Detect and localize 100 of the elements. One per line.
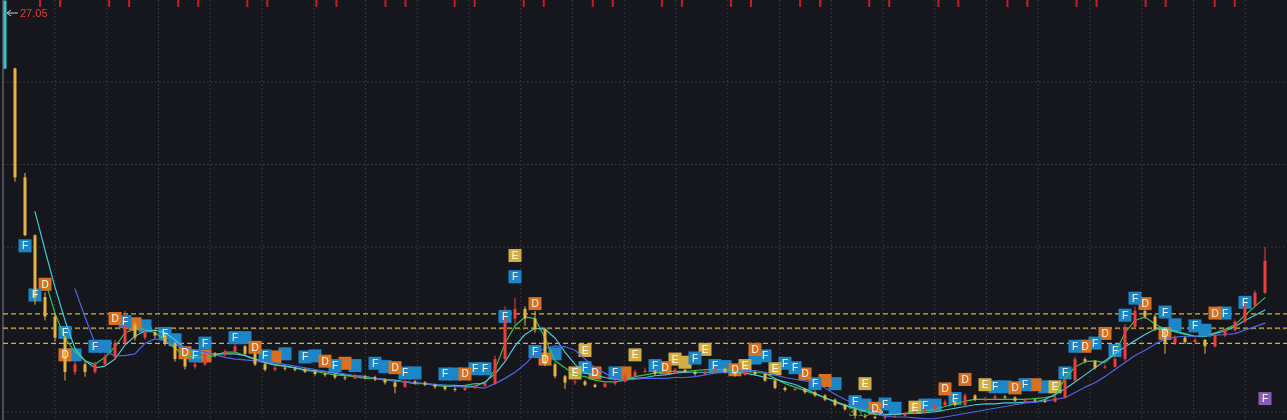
candlestick xyxy=(1143,308,1147,320)
data-label: D xyxy=(801,368,809,380)
data-label: F xyxy=(191,350,199,362)
candlestick xyxy=(673,367,677,375)
candlestick xyxy=(383,377,387,386)
candlestick xyxy=(593,383,597,389)
data-label: F xyxy=(1191,320,1199,332)
data-label: F xyxy=(531,346,539,358)
candlestick xyxy=(483,380,487,388)
data-label: F xyxy=(121,316,129,328)
data-label: F xyxy=(401,367,409,379)
data-label: E xyxy=(911,401,919,413)
candlestick xyxy=(1043,398,1047,404)
data-label: E xyxy=(701,343,709,355)
candlestick xyxy=(303,367,307,374)
data-label: D xyxy=(541,353,549,365)
candlestick xyxy=(463,385,467,392)
candlestick xyxy=(273,364,277,372)
data-label: F xyxy=(1061,367,1069,379)
data-label: E xyxy=(1051,381,1059,393)
candlestick xyxy=(373,375,377,382)
candlestick xyxy=(193,361,197,370)
candlestick xyxy=(363,374,367,380)
data-label: F xyxy=(91,340,99,352)
candlestick xyxy=(983,396,987,402)
candlestick xyxy=(1203,338,1207,355)
candlestick xyxy=(1103,363,1107,370)
data-label: F xyxy=(201,337,209,349)
data-label: D xyxy=(391,362,399,374)
data-label: F xyxy=(1221,307,1229,319)
data-label: E xyxy=(741,360,749,372)
candlestick xyxy=(393,380,397,394)
candlestick xyxy=(143,328,147,341)
candlestick xyxy=(803,387,807,395)
candlestick xyxy=(583,379,587,387)
data-label: F xyxy=(1131,292,1139,304)
data-label: F xyxy=(501,310,509,322)
candlestick xyxy=(693,369,697,377)
data-label: E xyxy=(511,249,519,261)
data-label: D xyxy=(1101,327,1109,339)
data-label: F xyxy=(61,326,69,338)
candlestick xyxy=(343,375,347,381)
data-label: F xyxy=(1261,393,1269,405)
candlestick xyxy=(413,379,417,386)
candlestick xyxy=(1083,356,1087,364)
candlestick xyxy=(313,369,317,377)
candlestick xyxy=(793,386,797,392)
candlestick xyxy=(173,341,177,363)
candlestick xyxy=(133,321,137,342)
candlestick xyxy=(113,339,117,360)
data-label: F xyxy=(1161,306,1169,318)
data-label: F xyxy=(951,393,959,405)
data-label: D xyxy=(661,362,669,374)
candlestick xyxy=(683,368,687,374)
candlestick xyxy=(1023,397,1027,403)
data-label: D xyxy=(1161,327,1169,339)
candlestick xyxy=(813,390,817,398)
candlestick xyxy=(523,305,527,327)
candlestick xyxy=(1073,355,1077,383)
data-label: D xyxy=(251,341,259,353)
candlestick xyxy=(213,351,217,358)
data-label: F xyxy=(921,399,929,411)
data-label: D xyxy=(181,347,189,359)
candlestick xyxy=(123,310,127,346)
candlestick xyxy=(433,383,437,390)
data-label: F xyxy=(511,271,519,283)
candlestick xyxy=(443,384,447,392)
candlestick xyxy=(83,361,87,378)
data-label: D xyxy=(751,343,759,355)
annotation: 27.05 xyxy=(20,6,48,19)
data-label: F xyxy=(711,360,719,372)
data-label: F xyxy=(21,240,29,252)
candlestick xyxy=(703,369,707,376)
candlestick xyxy=(323,371,327,378)
data-label: D xyxy=(941,383,949,395)
candlestick xyxy=(633,369,637,379)
candlestick xyxy=(893,413,897,419)
data-label: F xyxy=(261,350,269,362)
data-label: F xyxy=(31,289,39,301)
data-label: F xyxy=(441,368,449,380)
candlestick xyxy=(883,414,887,420)
candlestick xyxy=(753,369,757,377)
candlestick xyxy=(1193,337,1197,344)
candlestick xyxy=(663,369,667,376)
candlestick xyxy=(563,374,567,390)
candlestick xyxy=(283,365,287,371)
data-label: F xyxy=(991,381,999,393)
data-label: F xyxy=(581,362,589,374)
data-label: F xyxy=(611,367,619,379)
candlestick xyxy=(43,291,47,321)
candlestick xyxy=(1133,305,1137,329)
data-label: D xyxy=(531,298,539,310)
candlestick xyxy=(473,383,477,390)
candlestick xyxy=(1013,395,1017,403)
data-label: F xyxy=(1111,344,1119,356)
data-label: D xyxy=(41,278,49,290)
data-label: F xyxy=(1241,296,1249,308)
candlestick xyxy=(1173,334,1177,346)
candlestick xyxy=(923,407,927,414)
data-label: F xyxy=(761,350,769,362)
